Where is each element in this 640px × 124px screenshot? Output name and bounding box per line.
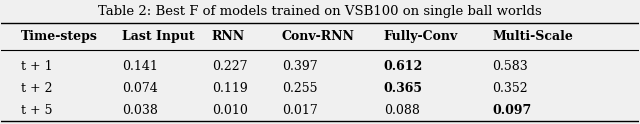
Text: 0.010: 0.010 bbox=[212, 104, 248, 117]
Text: RNN: RNN bbox=[212, 30, 244, 43]
Text: 0.612: 0.612 bbox=[384, 60, 423, 73]
Text: Conv-RNN: Conv-RNN bbox=[282, 30, 355, 43]
Text: 0.583: 0.583 bbox=[492, 60, 528, 73]
Text: Table 2: Best F of models trained on VSB100 on single ball worlds: Table 2: Best F of models trained on VSB… bbox=[98, 5, 542, 18]
Text: t + 5: t + 5 bbox=[20, 104, 52, 117]
Text: t + 1: t + 1 bbox=[20, 60, 52, 73]
Text: Time-steps: Time-steps bbox=[20, 30, 97, 43]
Text: 0.038: 0.038 bbox=[122, 104, 158, 117]
Text: t + 2: t + 2 bbox=[20, 82, 52, 95]
Text: 0.397: 0.397 bbox=[282, 60, 317, 73]
Text: 0.097: 0.097 bbox=[492, 104, 531, 117]
Text: 0.255: 0.255 bbox=[282, 82, 317, 95]
Text: 0.365: 0.365 bbox=[384, 82, 423, 95]
Text: 0.088: 0.088 bbox=[384, 104, 420, 117]
Text: 0.141: 0.141 bbox=[122, 60, 158, 73]
Text: Fully-Conv: Fully-Conv bbox=[384, 30, 458, 43]
Text: 0.017: 0.017 bbox=[282, 104, 317, 117]
Text: 0.227: 0.227 bbox=[212, 60, 247, 73]
Text: Multi-Scale: Multi-Scale bbox=[492, 30, 573, 43]
Text: 0.074: 0.074 bbox=[122, 82, 158, 95]
Text: 0.119: 0.119 bbox=[212, 82, 248, 95]
Text: 0.352: 0.352 bbox=[492, 82, 527, 95]
Text: Last Input: Last Input bbox=[122, 30, 195, 43]
